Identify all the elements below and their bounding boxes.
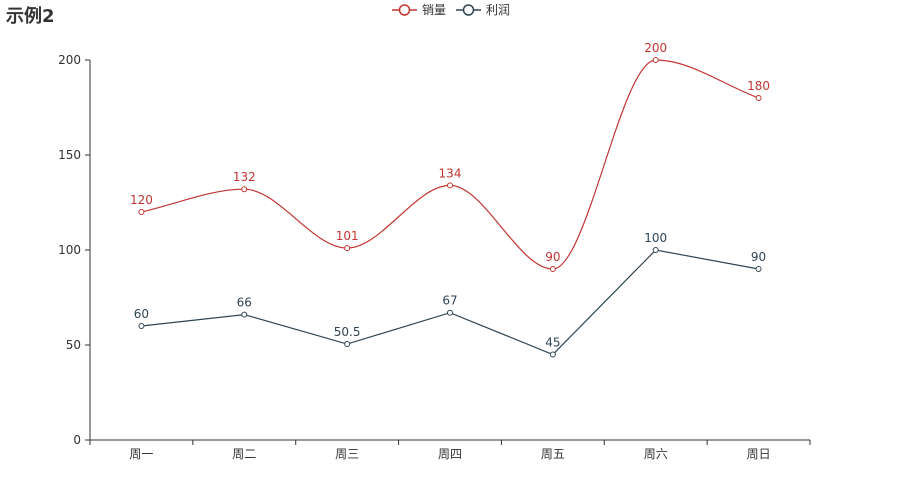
series-line-1 [141,59,759,270]
data-point[interactable] [344,245,351,252]
x-tick-label: 周五 [541,447,565,461]
legend-label: 销量 [422,3,446,17]
y-tick-label: 50 [66,338,81,352]
axes: 0 50 100 150 200 周一 周二 周三 周四 周五 周六 周日 [58,53,811,461]
data-label: 60 [134,307,149,321]
data-point[interactable] [755,266,762,272]
y-tick-label: 100 [58,243,81,257]
x-tick-label: 周六 [644,447,668,461]
data-label: 45 [545,336,560,350]
data-label: 90 [545,250,560,264]
data-label: 101 [336,229,359,243]
data-point[interactable] [652,57,659,63]
x-tick-label: 周一 [129,447,153,461]
data-point[interactable] [241,311,248,318]
legend-item-1[interactable]: 销量 [392,3,446,17]
data-point[interactable] [241,186,248,193]
data-label: 100 [644,231,667,245]
y-tick-label: 0 [73,433,81,447]
data-label: 120 [130,193,153,207]
data-point[interactable] [652,247,659,253]
y-tick-label: 150 [58,148,81,162]
legend-marker-icon [398,4,411,16]
data-label: 134 [439,166,462,180]
legend-label: 利润 [486,3,510,17]
data-point[interactable] [447,309,453,316]
legend-item-2[interactable]: 利润 [456,3,510,17]
data-point[interactable] [138,209,145,215]
data-label: 67 [442,294,457,308]
y-tick-label: 200 [58,53,81,67]
x-tick-label: 周四 [438,447,462,461]
data-point[interactable] [138,323,145,329]
data-label: 66 [237,296,252,310]
data-point[interactable] [755,95,762,101]
x-tick-label: 周二 [232,447,256,461]
data-label: 132 [233,170,256,184]
data-point[interactable] [549,266,556,272]
data-label: 200 [644,41,667,55]
data-point[interactable] [549,351,556,358]
legend-marker-icon [462,4,475,16]
legend[interactable]: 销量 利润 [392,3,510,17]
data-label: 180 [747,79,770,93]
data-labels: 120 132 101 134 90 200 180 60 66 50.5 67 45 100 90 [130,41,770,350]
x-tick-label: 周日 [747,447,771,461]
data-label: 50.5 [334,325,361,339]
data-point[interactable] [447,182,453,189]
x-tick-label: 周三 [335,447,359,461]
data-point[interactable] [344,341,351,348]
data-label: 90 [751,250,766,264]
chart-title: 示例2 [6,6,55,27]
series [138,57,762,358]
